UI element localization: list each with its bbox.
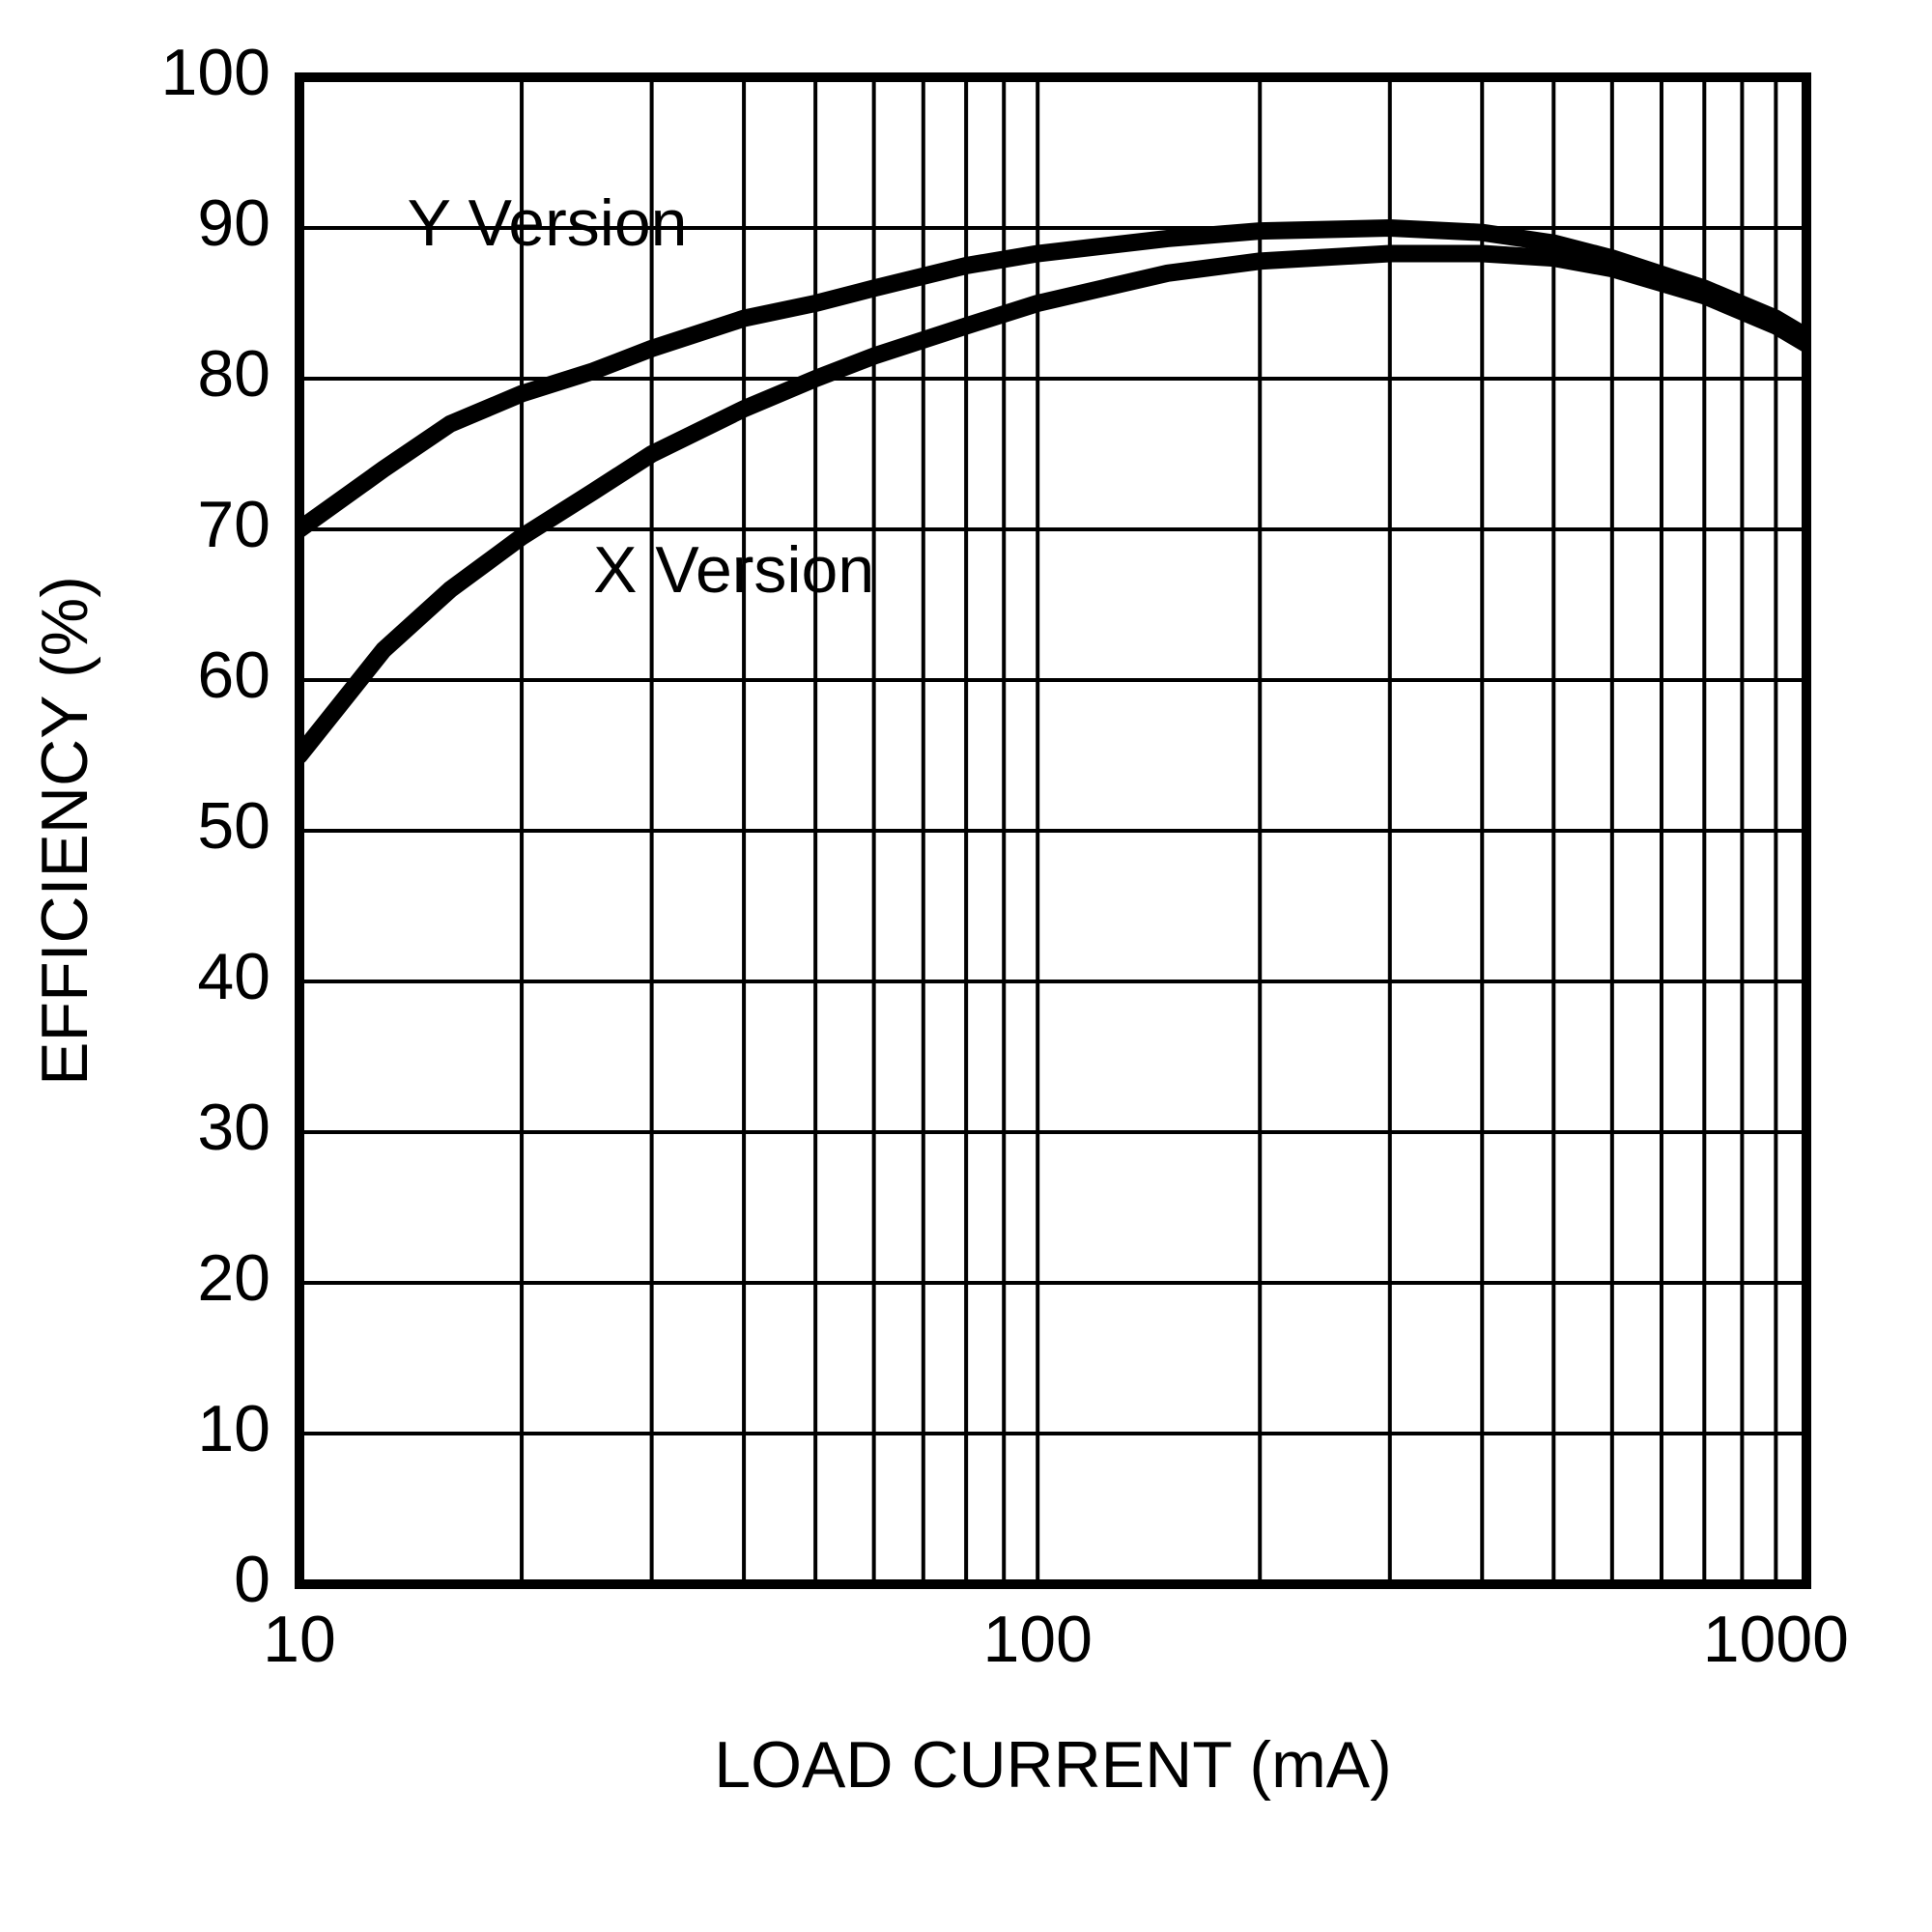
y-tick-label: 10 bbox=[197, 1392, 270, 1465]
y-tick-label: 70 bbox=[197, 488, 270, 561]
y-tick-label: 60 bbox=[197, 639, 270, 712]
series-label-y-version: Y Version bbox=[408, 186, 688, 260]
y-axis-label: EFFICIENCY (%) bbox=[28, 576, 101, 1086]
y-tick-label: 100 bbox=[161, 36, 270, 109]
y-tick-label: 20 bbox=[197, 1241, 270, 1315]
x-tick-label: 10 bbox=[263, 1603, 336, 1676]
x-tick-label: 100 bbox=[982, 1603, 1092, 1676]
y-tick-label: 40 bbox=[197, 940, 270, 1013]
efficiency-chart: 0102030405060708090100101001000EFFICIENC… bbox=[0, 0, 1932, 1932]
y-tick-label: 30 bbox=[197, 1091, 270, 1164]
y-tick-label: 50 bbox=[197, 789, 270, 863]
y-tick-label: 80 bbox=[197, 337, 270, 411]
x-axis-label: LOAD CURRENT (mA) bbox=[714, 1728, 1391, 1802]
x-tick-label: 1000 bbox=[1703, 1603, 1849, 1676]
y-tick-label: 90 bbox=[197, 186, 270, 260]
series-label-x-version: X Version bbox=[593, 533, 874, 607]
